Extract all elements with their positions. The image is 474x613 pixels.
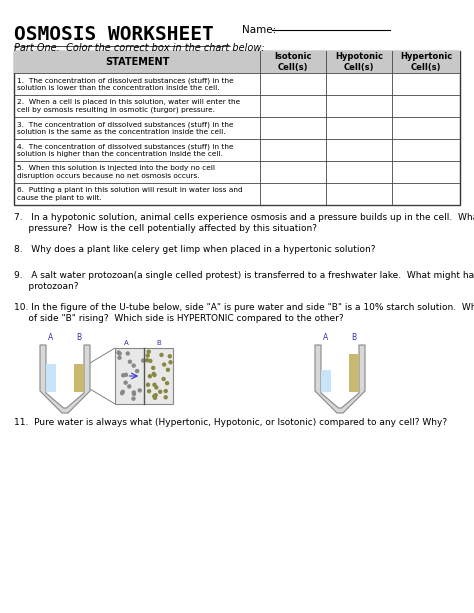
Circle shape bbox=[163, 363, 165, 366]
Circle shape bbox=[121, 390, 124, 394]
Circle shape bbox=[169, 360, 172, 364]
Circle shape bbox=[146, 359, 148, 362]
Circle shape bbox=[122, 374, 125, 377]
Text: Name:: Name: bbox=[242, 25, 276, 35]
Text: OSMOSIS WORKSHEET: OSMOSIS WORKSHEET bbox=[14, 25, 214, 44]
Circle shape bbox=[128, 360, 131, 364]
Circle shape bbox=[146, 354, 149, 357]
Circle shape bbox=[159, 390, 162, 394]
Circle shape bbox=[142, 359, 145, 362]
Text: STATEMENT: STATEMENT bbox=[105, 57, 169, 67]
Circle shape bbox=[118, 356, 121, 359]
Circle shape bbox=[154, 397, 156, 399]
Circle shape bbox=[138, 389, 141, 392]
Text: 10. In the figure of the U-tube below, side "A" is pure water and side "B" is a : 10. In the figure of the U-tube below, s… bbox=[14, 303, 474, 324]
Polygon shape bbox=[40, 345, 90, 413]
Circle shape bbox=[132, 397, 135, 400]
Circle shape bbox=[132, 364, 135, 367]
Circle shape bbox=[117, 351, 120, 354]
Polygon shape bbox=[315, 345, 365, 413]
Text: Hypotonic
Cell(s): Hypotonic Cell(s) bbox=[335, 52, 383, 72]
Circle shape bbox=[155, 386, 158, 389]
Text: 1.  The concentration of dissolved substances (stuff) in the
solution is lower t: 1. The concentration of dissolved substa… bbox=[17, 77, 234, 91]
Circle shape bbox=[168, 355, 171, 358]
Circle shape bbox=[152, 372, 155, 375]
Circle shape bbox=[165, 382, 169, 385]
Circle shape bbox=[153, 395, 156, 398]
Circle shape bbox=[148, 375, 151, 378]
Text: B: B bbox=[351, 333, 356, 342]
Circle shape bbox=[120, 392, 124, 395]
Bar bbox=[14, 51, 460, 73]
Text: A: A bbox=[48, 333, 54, 342]
Circle shape bbox=[132, 392, 136, 395]
Text: 7.   In a hypotonic solution, animal cells experience osmosis and a pressure bui: 7. In a hypotonic solution, animal cells… bbox=[14, 213, 474, 234]
Circle shape bbox=[146, 383, 149, 386]
Circle shape bbox=[152, 367, 155, 370]
Circle shape bbox=[166, 368, 169, 371]
Text: 11.  Pure water is always what (Hypertonic, Hypotonic, or Isotonic) compared to : 11. Pure water is always what (Hypertoni… bbox=[14, 418, 447, 427]
Circle shape bbox=[147, 390, 151, 393]
Bar bbox=[349, 354, 359, 392]
Circle shape bbox=[128, 385, 131, 388]
Text: 9.   A salt water protozoan(a single celled protest) is transferred to a freshwa: 9. A salt water protozoan(a single celle… bbox=[14, 271, 474, 291]
Bar bbox=[115, 348, 173, 404]
Circle shape bbox=[125, 373, 128, 376]
Circle shape bbox=[132, 391, 136, 394]
Circle shape bbox=[162, 378, 165, 381]
Text: B: B bbox=[156, 340, 161, 346]
Text: A: A bbox=[124, 340, 129, 346]
Circle shape bbox=[147, 350, 150, 353]
Circle shape bbox=[164, 396, 167, 399]
Circle shape bbox=[153, 373, 156, 376]
Circle shape bbox=[136, 370, 138, 373]
Text: A: A bbox=[323, 333, 328, 342]
Text: Hypertonic
Cell(s): Hypertonic Cell(s) bbox=[400, 52, 452, 72]
Text: 3.  The concentration of dissolved substances (stuff) in the
solution is the sam: 3. The concentration of dissolved substa… bbox=[17, 121, 234, 135]
Bar bbox=[14, 51, 460, 205]
Text: 2.  When a cell is placed in this solution, water will enter the
cell by osmosis: 2. When a cell is placed in this solutio… bbox=[17, 99, 240, 113]
Text: 8.   Why does a plant like celery get limp when placed in a hypertonic solution?: 8. Why does a plant like celery get limp… bbox=[14, 245, 375, 254]
Text: Part One:  Color the correct box in the chart below:: Part One: Color the correct box in the c… bbox=[14, 43, 264, 53]
Circle shape bbox=[126, 352, 129, 355]
Text: Isotonic
Cell(s): Isotonic Cell(s) bbox=[274, 52, 312, 72]
Bar bbox=[46, 364, 56, 392]
Circle shape bbox=[124, 381, 127, 384]
Circle shape bbox=[153, 383, 156, 386]
Circle shape bbox=[164, 390, 167, 392]
Circle shape bbox=[154, 394, 157, 397]
Text: 4.  The concentration of dissolved substances (stuff) in the
solution is higher : 4. The concentration of dissolved substa… bbox=[17, 143, 234, 157]
Bar bbox=[321, 370, 331, 392]
Bar bbox=[74, 364, 84, 392]
Text: 6.  Putting a plant in this solution will result in water loss and
cause the pla: 6. Putting a plant in this solution will… bbox=[17, 188, 243, 200]
Text: B: B bbox=[76, 333, 82, 342]
Circle shape bbox=[149, 359, 152, 362]
Circle shape bbox=[118, 352, 121, 355]
Text: 5.  When this solution is injected into the body no cell
disruption occurs becau: 5. When this solution is injected into t… bbox=[17, 166, 215, 178]
Circle shape bbox=[160, 354, 163, 356]
